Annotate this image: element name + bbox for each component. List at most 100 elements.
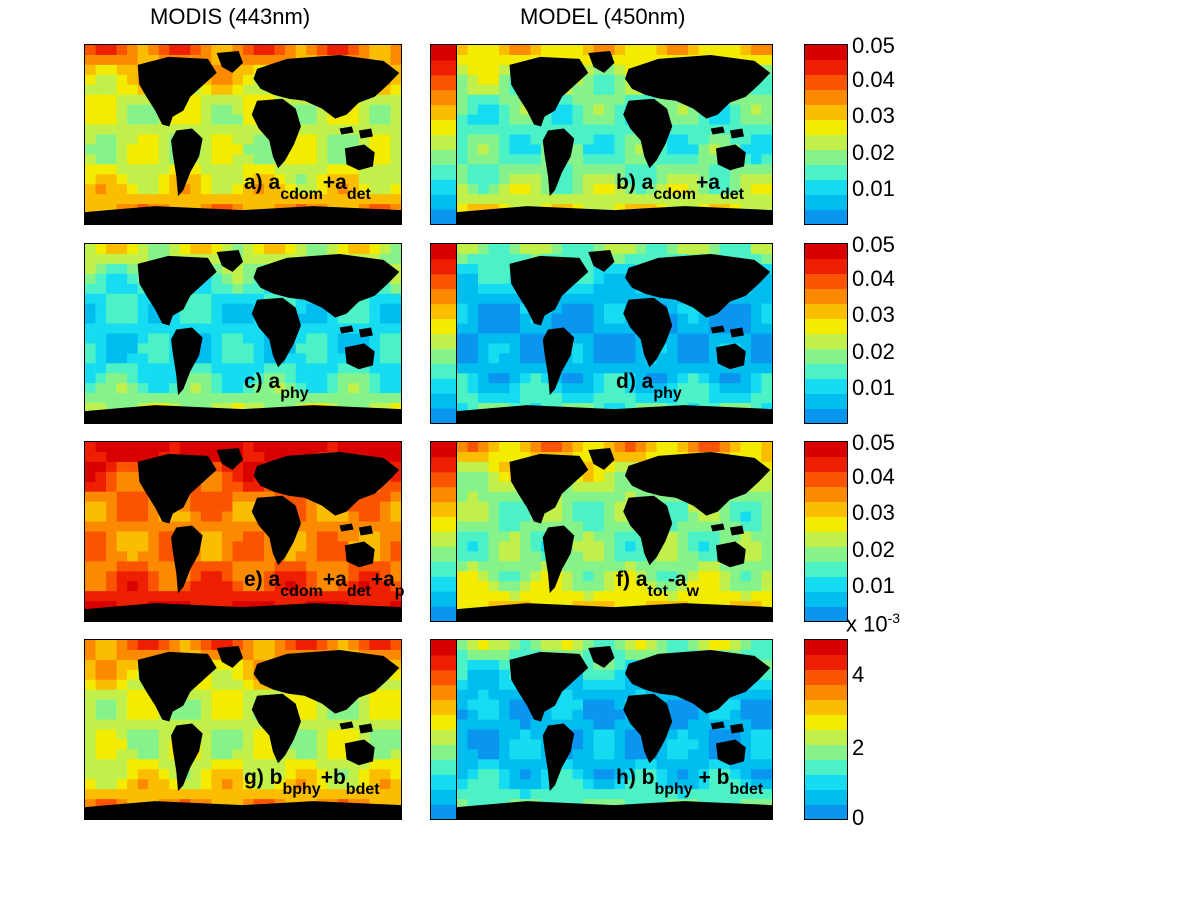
ocean-cell <box>614 353 626 364</box>
ocean-cell <box>509 343 521 354</box>
ocean-cell <box>243 383 254 394</box>
ocean-cell <box>85 64 96 76</box>
ocean-cell <box>390 64 401 76</box>
model-strip-segment <box>431 45 456 61</box>
ocean-cell <box>295 323 307 334</box>
ocean-cell <box>116 669 128 681</box>
ocean-cell <box>95 174 107 185</box>
ocean-cell <box>761 551 772 562</box>
ocean-cell <box>116 323 128 334</box>
ocean-cell <box>478 293 489 304</box>
model-strip-segment <box>431 516 456 532</box>
ocean-cell <box>211 124 223 135</box>
ocean-cell <box>488 759 500 770</box>
ocean-cell <box>520 244 531 255</box>
ocean-cell <box>667 244 678 255</box>
ocean-cell <box>179 581 191 592</box>
ocean-cell <box>200 442 212 453</box>
ocean-cell <box>572 511 584 522</box>
ocean-cell <box>593 461 605 473</box>
ocean-cell <box>274 649 286 661</box>
ocean-cell <box>232 739 244 750</box>
ocean-cell <box>467 591 479 602</box>
ocean-cell <box>614 84 626 96</box>
ocean-cell <box>221 353 233 364</box>
ocean-cell <box>348 789 360 800</box>
ocean-cell <box>390 323 401 334</box>
ocean-cell <box>327 749 339 760</box>
ocean-cell <box>221 561 233 572</box>
panel-label-prefix: g) b <box>244 766 283 789</box>
ocean-cell <box>200 174 212 185</box>
model-strip-segment <box>431 531 456 547</box>
ocean-cell <box>390 471 401 483</box>
ocean-cell <box>520 789 531 800</box>
ocean-cell <box>509 511 521 522</box>
ocean-cell <box>478 253 489 265</box>
ocean-cell <box>379 104 391 115</box>
ocean-cell <box>604 373 615 384</box>
ocean-cell <box>379 333 391 344</box>
ocean-cell <box>221 640 233 651</box>
ocean-cell <box>719 769 731 780</box>
ocean-cell <box>137 591 149 602</box>
ocean-cell <box>635 144 647 155</box>
ocean-cell <box>761 45 772 56</box>
ocean-cell <box>478 94 489 105</box>
colorbar-segment <box>805 273 847 290</box>
ocean-cell <box>751 719 762 730</box>
ocean-cell <box>200 84 212 96</box>
ocean-cell <box>583 501 594 512</box>
ocean-cell <box>625 353 636 364</box>
ocean-cell <box>709 561 720 572</box>
ocean-cell <box>488 699 500 710</box>
ocean-cell <box>379 303 391 314</box>
ocean-cell <box>390 293 401 304</box>
ocean-cell <box>457 283 468 295</box>
ocean-cell <box>719 134 731 145</box>
ocean-cell <box>274 194 286 205</box>
ocean-cell <box>221 719 233 730</box>
ocean-cell <box>457 124 468 135</box>
ocean-cell <box>148 501 159 512</box>
ocean-cell <box>285 749 296 760</box>
ocean-cell <box>327 174 339 185</box>
ocean-cell <box>285 164 296 175</box>
ocean-cell <box>530 640 542 651</box>
ocean-cell <box>232 759 244 770</box>
ocean-cell <box>593 769 605 780</box>
ocean-cell <box>656 571 668 582</box>
ocean-cell <box>730 134 741 145</box>
ocean-cell <box>551 303 563 314</box>
ocean-cell <box>625 164 636 175</box>
ocean-cell <box>667 194 678 205</box>
ocean-cell <box>243 94 254 105</box>
ocean-cell <box>520 769 531 780</box>
colorbar-segment <box>805 714 847 730</box>
ocean-cell <box>95 471 107 483</box>
ocean-cell <box>499 679 510 691</box>
ocean-cell <box>562 293 573 304</box>
ocean-cell <box>677 699 689 710</box>
ocean-cell <box>604 323 615 334</box>
ocean-cell <box>667 164 678 175</box>
ocean-cell <box>337 591 349 602</box>
ocean-cell <box>635 194 647 205</box>
ocean-cell <box>499 94 510 105</box>
ocean-cell <box>625 451 636 463</box>
ocean-cell <box>688 640 699 651</box>
ocean-cell <box>148 561 159 572</box>
ocean-cell <box>379 124 391 135</box>
ocean-cell <box>740 383 752 394</box>
ocean-cell <box>327 521 339 532</box>
ocean-cell <box>625 393 636 404</box>
ocean-cell <box>698 373 710 384</box>
ocean-cell <box>667 343 678 354</box>
ocean-cell <box>137 442 149 453</box>
ocean-cell <box>751 293 762 304</box>
ocean-cell <box>604 194 615 205</box>
ocean-cell <box>200 581 212 592</box>
ocean-cell <box>116 74 128 86</box>
ocean-cell <box>95 581 107 592</box>
model-strip-segment <box>431 640 456 656</box>
